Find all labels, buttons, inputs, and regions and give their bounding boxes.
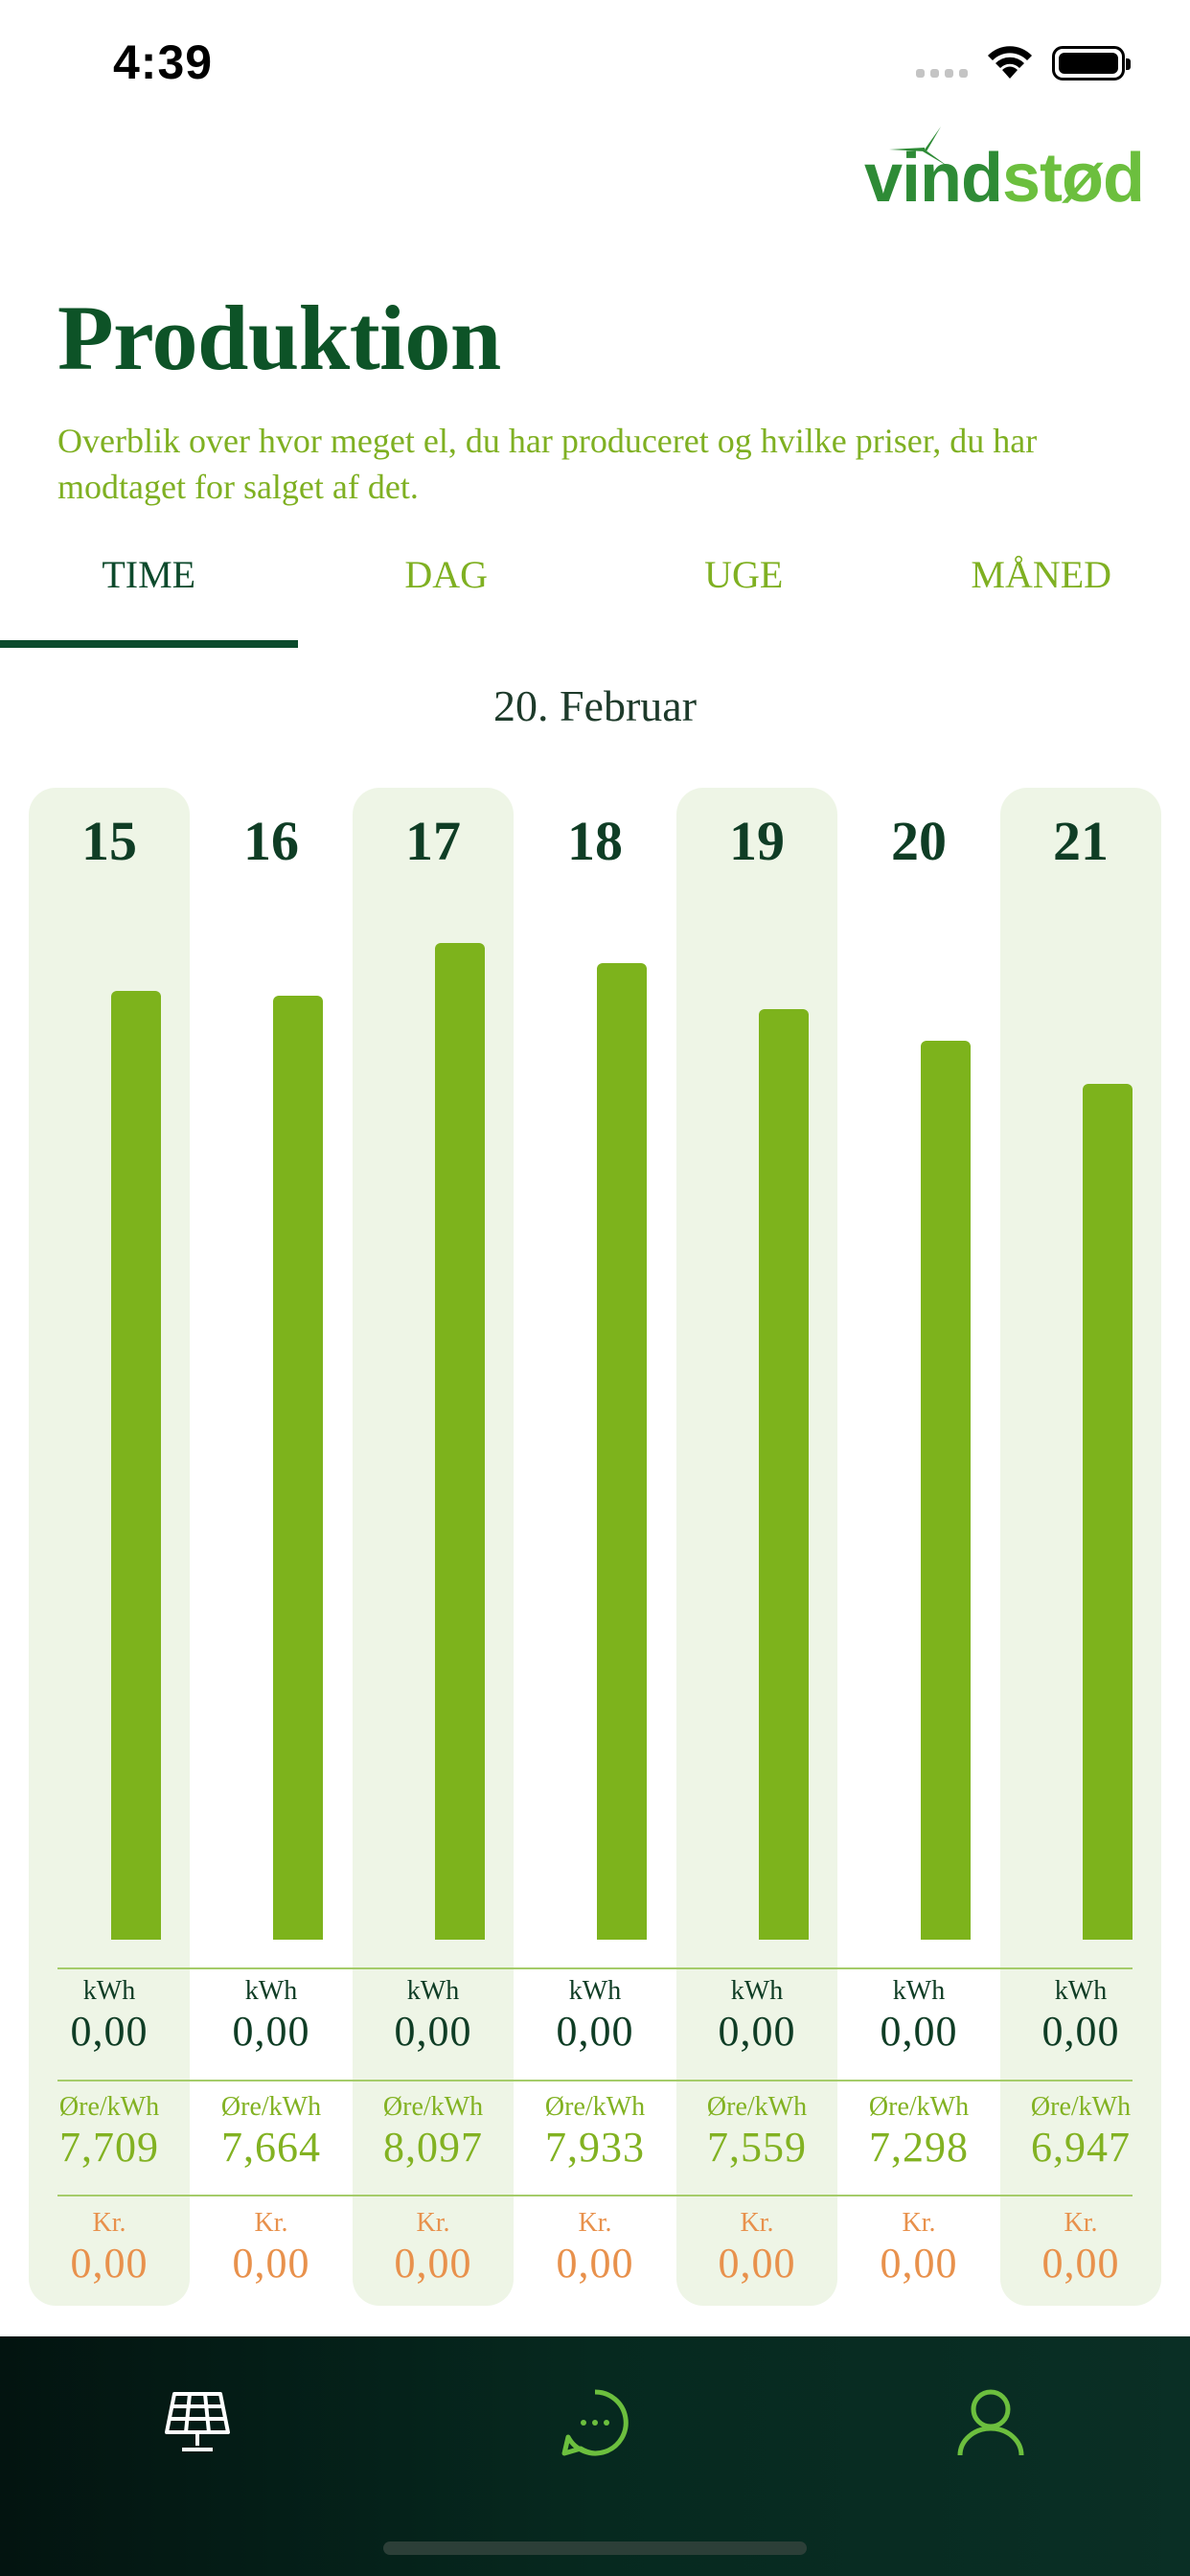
page-title: Produktion xyxy=(57,287,501,389)
brand-logo: vindstød xyxy=(862,125,1150,230)
wind-turbine-icon xyxy=(889,126,949,167)
kr-unit-label: Kr. xyxy=(578,2208,612,2238)
price-unit-label: Øre/kWh xyxy=(1030,2092,1132,2122)
tab-uge-label: UGE xyxy=(704,553,784,596)
logo-text-stod: stød xyxy=(1002,140,1145,217)
price-unit-label: Øre/kWh xyxy=(868,2092,970,2122)
price-unit-label: Øre/kWh xyxy=(220,2092,322,2122)
kr-value: 0,00 xyxy=(232,2240,310,2287)
kwh-unit-label: kWh xyxy=(1054,1976,1108,2006)
chart-column-20[interactable]: 20 kWh 0,00 Øre/kWh 7,298 Kr. 0,00 xyxy=(838,788,999,2306)
kwh-unit-label: kWh xyxy=(568,1976,622,2006)
hour-label: 21 xyxy=(1053,810,1109,872)
price-unit-label: Øre/kWh xyxy=(382,2092,484,2122)
kwh-value: 0,00 xyxy=(556,2008,634,2055)
kr-value: 0,00 xyxy=(880,2240,958,2287)
kwh-value: 0,00 xyxy=(70,2008,149,2055)
chart-column-17[interactable]: 17 kWh 0,00 Øre/kWh 8,097 Kr. 0,00 xyxy=(353,788,514,2306)
production-chart: 15 kWh 0,00 Øre/kWh 7,709 Kr. 0,00 16 kWh 0,00 Øre… xyxy=(29,788,1161,2306)
nav-profile-button[interactable] xyxy=(933,2375,1048,2471)
kr-value: 0,00 xyxy=(556,2240,634,2287)
status-time: 4:39 xyxy=(113,35,214,89)
price-value: 8,097 xyxy=(383,2124,483,2171)
hour-label: 16 xyxy=(243,810,299,872)
kr-value: 0,00 xyxy=(394,2240,472,2287)
hour-label: 18 xyxy=(567,810,623,872)
nav-production-button[interactable] xyxy=(140,2375,255,2471)
chart-bar xyxy=(1083,1084,1133,1940)
kr-unit-label: Kr. xyxy=(92,2208,126,2238)
table-divider xyxy=(57,2080,1133,2082)
kwh-value: 0,00 xyxy=(1041,2008,1120,2055)
kr-unit-label: Kr. xyxy=(254,2208,288,2238)
kwh-unit-label: kWh xyxy=(82,1976,136,2006)
kr-value: 0,00 xyxy=(1041,2240,1120,2287)
page-subtitle: Overblik over hvor meget el, du har prod… xyxy=(57,422,1038,506)
tab-maaned[interactable]: MÅNED xyxy=(893,546,1190,652)
kr-unit-label: Kr. xyxy=(416,2208,450,2238)
price-value: 7,933 xyxy=(545,2124,645,2171)
home-indicator xyxy=(383,2542,807,2555)
user-icon xyxy=(957,2389,1024,2456)
hour-label: 19 xyxy=(729,810,785,872)
price-value: 7,709 xyxy=(59,2124,159,2171)
price-unit-label: Øre/kWh xyxy=(706,2092,808,2122)
kwh-value: 0,00 xyxy=(880,2008,958,2055)
solar-panel-icon xyxy=(165,2392,230,2451)
tab-maaned-label: MÅNED xyxy=(971,553,1112,596)
chart-bar xyxy=(273,996,323,1940)
chart-column-18[interactable]: 18 kWh 0,00 Øre/kWh 7,933 Kr. 0,00 xyxy=(515,788,675,2306)
kwh-unit-label: kWh xyxy=(730,1976,784,2006)
chart-bar xyxy=(597,962,647,1940)
status-bar: 4:39 xyxy=(0,0,1190,125)
nav-chat-button[interactable] xyxy=(538,2375,652,2471)
kr-value: 0,00 xyxy=(718,2240,796,2287)
chat-bubble-icon xyxy=(561,2389,629,2456)
price-value: 7,298 xyxy=(869,2124,969,2171)
tab-dag[interactable]: DAG xyxy=(298,546,596,652)
logo-text-vind: vind xyxy=(864,140,1003,217)
hour-label: 17 xyxy=(405,810,461,872)
table-divider xyxy=(57,1967,1133,1969)
chart-column-19[interactable]: 19 kWh 0,00 Øre/kWh 7,559 Kr. 0,00 xyxy=(676,788,837,2306)
kr-value: 0,00 xyxy=(70,2240,149,2287)
active-tab-indicator xyxy=(0,640,298,648)
price-unit-label: Øre/kWh xyxy=(544,2092,646,2122)
tab-time[interactable]: TIME xyxy=(0,546,298,652)
price-value: 7,664 xyxy=(221,2124,321,2171)
kwh-value: 0,00 xyxy=(718,2008,796,2055)
kwh-unit-label: kWh xyxy=(892,1976,946,2006)
kwh-unit-label: kWh xyxy=(244,1976,298,2006)
date-label: 20. Februar xyxy=(492,681,698,730)
tab-dag-label: DAG xyxy=(404,553,489,596)
battery-icon xyxy=(1052,46,1131,80)
tab-time-label: TIME xyxy=(102,553,196,596)
kwh-value: 0,00 xyxy=(232,2008,310,2055)
chart-bar xyxy=(111,990,161,1940)
cellular-signal-icon xyxy=(916,69,968,78)
chart-column-21[interactable]: 21 kWh 0,00 Øre/kWh 6,947 Kr. 0,00 xyxy=(1000,788,1161,2306)
kwh-unit-label: kWh xyxy=(406,1976,460,2006)
hour-label: 15 xyxy=(81,810,137,872)
kr-unit-label: Kr. xyxy=(902,2208,936,2238)
price-value: 7,559 xyxy=(707,2124,807,2171)
chart-column-15[interactable]: 15 kWh 0,00 Øre/kWh 7,709 Kr. 0,00 xyxy=(29,788,190,2306)
bottom-nav xyxy=(0,2336,1190,2576)
chart-bar xyxy=(921,1041,971,1940)
tab-uge[interactable]: UGE xyxy=(595,546,893,652)
chart-column-16[interactable]: 16 kWh 0,00 Øre/kWh 7,664 Kr. 0,00 xyxy=(191,788,352,2306)
price-value: 6,947 xyxy=(1031,2124,1131,2171)
kr-unit-label: Kr. xyxy=(740,2208,774,2238)
table-divider xyxy=(57,2195,1133,2196)
price-unit-label: Øre/kWh xyxy=(58,2092,160,2122)
kr-unit-label: Kr. xyxy=(1064,2208,1098,2238)
wifi-icon xyxy=(988,46,1032,79)
period-tabs: TIME DAG UGE MÅNED xyxy=(0,546,1190,652)
kwh-value: 0,00 xyxy=(394,2008,472,2055)
chart-bar xyxy=(759,1008,809,1940)
chart-bar xyxy=(435,942,485,1940)
hour-label: 20 xyxy=(891,810,947,872)
